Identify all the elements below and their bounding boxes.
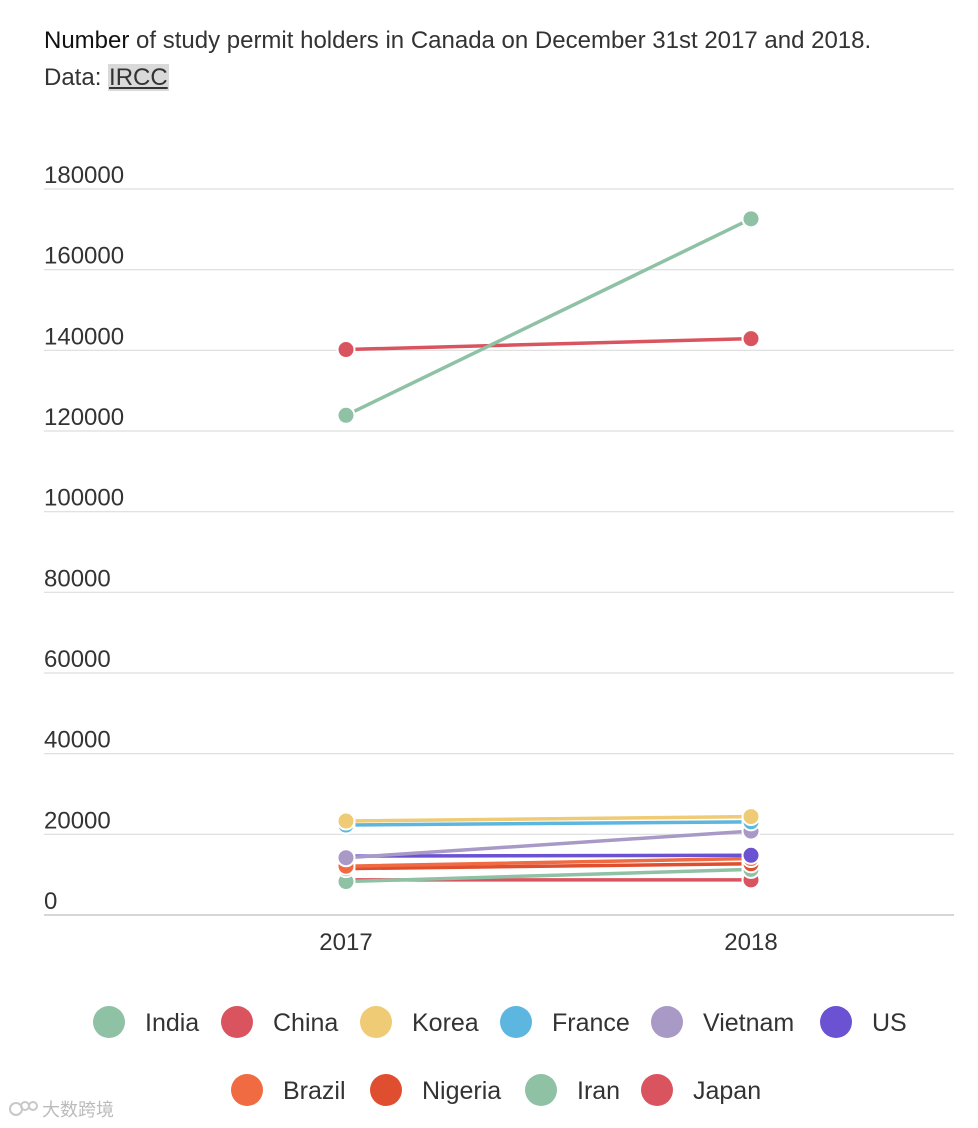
legend-label: Japan (693, 1077, 761, 1105)
legend-label: Korea (412, 1009, 479, 1037)
legend-item-us[interactable]: US (820, 1006, 907, 1038)
y-tick-label: 180000 (44, 162, 124, 189)
legend-label: India (145, 1009, 199, 1037)
x-axis-ticks: 2017 2018 (319, 929, 777, 956)
series-korea (336, 807, 761, 831)
legend-label: Brazil (283, 1077, 346, 1105)
legend-label: Vietnam (703, 1009, 794, 1037)
legend-item-korea[interactable]: Korea (360, 1006, 479, 1038)
legend-swatch (221, 1006, 253, 1038)
legend-label: China (273, 1009, 338, 1037)
series-line (344, 814, 753, 823)
y-tick-label: 40000 (44, 727, 111, 754)
legend-item-iran[interactable]: Iran (525, 1074, 620, 1106)
legend-swatch (641, 1074, 673, 1106)
y-tick-label: 20000 (44, 807, 111, 834)
watermark-logo-icon (9, 1101, 38, 1116)
y-tick-label: 60000 (44, 646, 111, 673)
chart-title-rest: of study permit holders in Canada on Dec… (129, 27, 872, 54)
series-line (344, 862, 753, 871)
chart-title-strong: Number (44, 27, 130, 54)
y-tick-label: 100000 (44, 485, 124, 512)
watermark-text: 大数跨境 (42, 1100, 114, 1120)
series-line (344, 867, 753, 884)
data-point[interactable] (741, 845, 761, 865)
series-india (336, 209, 761, 425)
x-tick-label: 2017 (319, 929, 372, 956)
y-tick-label: 160000 (44, 243, 124, 270)
y-tick-label: 0 (44, 888, 57, 915)
data-point[interactable] (336, 405, 356, 425)
legend-item-china[interactable]: China (221, 1006, 338, 1038)
legend-item-vietnam[interactable]: Vietnam (651, 1006, 794, 1038)
source-link[interactable]: IRCC (108, 64, 169, 91)
source-prefix: Data: (44, 64, 109, 91)
y-tick-label: 80000 (44, 565, 111, 592)
legend-swatch (370, 1074, 402, 1106)
data-point[interactable] (741, 329, 761, 349)
watermark: 大数跨境 (8, 1096, 114, 1122)
legend-item-japan[interactable]: Japan (641, 1074, 761, 1106)
legend-item-nigeria[interactable]: Nigeria (370, 1074, 501, 1106)
legend-swatch (651, 1006, 683, 1038)
legend-item-brazil[interactable]: Brazil (231, 1074, 346, 1106)
chart-source: Data: IRCC (44, 59, 964, 96)
series-china (336, 329, 761, 360)
series-line (344, 856, 753, 868)
y-tick-label: 120000 (44, 404, 124, 431)
data-point[interactable] (336, 340, 356, 360)
grid-layer (44, 188, 954, 916)
y-tick-label: 140000 (44, 323, 124, 350)
series-line (344, 820, 753, 827)
legend-swatch (231, 1074, 263, 1106)
series-layer (336, 209, 761, 892)
x-tick-label: 2018 (724, 929, 777, 956)
series-line (344, 829, 753, 860)
series-line (344, 853, 753, 858)
legend-swatch (500, 1006, 532, 1038)
data-point[interactable] (741, 209, 761, 229)
legend-label: Iran (577, 1077, 620, 1105)
legend: India China Korea France Vietnam US Brazil Nige… (93, 1006, 907, 1106)
legend-item-france[interactable]: France (500, 1006, 630, 1038)
y-axis-ticks: 0 20000 40000 60000 80000 100000 120000 140000 1… (44, 162, 124, 915)
legend-swatch (93, 1006, 125, 1038)
legend-label: US (872, 1009, 907, 1037)
data-point[interactable] (741, 807, 761, 827)
data-point[interactable] (336, 848, 356, 868)
series-line (344, 217, 753, 418)
legend-swatch (360, 1006, 392, 1038)
legend-swatch (820, 1006, 852, 1038)
chart-header: Number of study permit holders in Canada… (44, 22, 964, 96)
series-line (344, 336, 753, 352)
legend-swatch (525, 1074, 557, 1106)
legend-item-india[interactable]: India (93, 1006, 199, 1038)
data-point[interactable] (336, 811, 356, 831)
legend-label: France (552, 1009, 630, 1037)
legend-label: Nigeria (422, 1077, 501, 1105)
chart-title: Number of study permit holders in Canada… (44, 22, 964, 59)
